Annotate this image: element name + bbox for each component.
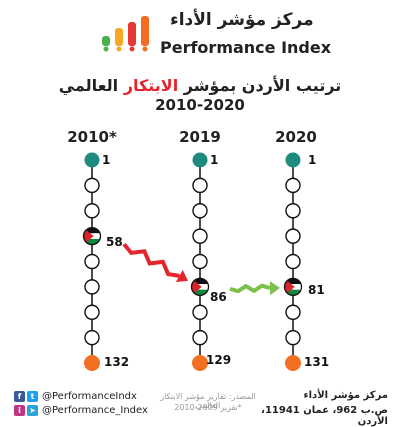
instagram-icon[interactable]: i xyxy=(14,405,25,416)
rank-node xyxy=(285,304,301,320)
twitter-icon[interactable]: t xyxy=(27,391,38,402)
brand-logo xyxy=(102,16,149,52)
rank-node xyxy=(285,203,301,219)
rank-node xyxy=(192,177,208,194)
jordan-rank-2010: 58 xyxy=(106,235,123,249)
bottom-rank-2010: 132 xyxy=(104,355,130,369)
rank-node xyxy=(84,279,100,295)
decline-arrow-body xyxy=(122,242,180,278)
jordan-rank-2019: 86 xyxy=(210,290,227,304)
rank-node xyxy=(192,203,208,219)
facebook-icon[interactable]: f xyxy=(14,391,25,402)
jordan-flag-1 xyxy=(190,277,210,297)
rank-node xyxy=(84,329,100,346)
rank-node xyxy=(84,304,100,320)
top-rank-dot xyxy=(84,152,100,168)
bottom-rank-dot xyxy=(285,355,301,371)
top-rank-dot xyxy=(192,152,208,168)
title-prefix: ترتيب الأردن بمؤشر xyxy=(178,76,342,95)
decline-arrow-head xyxy=(175,269,188,282)
title-suffix: العالمي xyxy=(58,76,124,95)
source-line-1: المصدر: تقارير مؤشر الابتكار العالمي xyxy=(160,392,256,410)
rank-node xyxy=(285,228,301,244)
telegram-icon[interactable]: ➤ xyxy=(27,405,38,416)
rank-node xyxy=(84,177,100,194)
improve-arrow-head xyxy=(269,281,280,296)
logo-bar-3 xyxy=(128,22,136,46)
rank-node xyxy=(192,253,208,270)
address-line-1: مركز مؤشر الأداء xyxy=(303,390,388,401)
page-subtitle: 2010-2020 xyxy=(155,96,245,114)
address-line-2: ص.ب 962، عمان 11941، الأردن xyxy=(261,405,388,427)
top-rank-dot xyxy=(285,152,301,168)
rank-node xyxy=(192,329,208,346)
page-title: ترتيب الأردن بمؤشر الابتكار العالمي xyxy=(0,76,400,95)
brand-name-ar: مركز مؤشر الأداء xyxy=(170,10,314,30)
jordan-flag-2 xyxy=(283,277,303,297)
year-label-2019: 2019 xyxy=(179,128,221,146)
logo-bar-4 xyxy=(141,16,149,46)
source-line-2: *تقرير 2009-2010 xyxy=(174,403,242,412)
rank-node xyxy=(285,329,301,346)
rank-node xyxy=(192,228,208,244)
year-label-2010: 2010* xyxy=(67,128,117,146)
top-rank-2010: 1 xyxy=(102,153,111,167)
improve-arrow-body xyxy=(229,283,271,294)
rank-node xyxy=(285,177,301,194)
social-row-1: f t @PerformanceIndx xyxy=(14,391,137,402)
rank-node xyxy=(285,253,301,270)
rank-node xyxy=(84,203,100,219)
top-rank-2020: 1 xyxy=(308,153,317,167)
top-rank-2019: 1 xyxy=(210,153,219,167)
year-label-2020: 2020 xyxy=(275,128,317,146)
brand-name-en: Performance Index xyxy=(160,38,332,57)
rank-node xyxy=(192,304,208,320)
bottom-rank-dot xyxy=(192,355,208,371)
social-row-2: i ➤ @Performance_Index xyxy=(14,405,148,416)
bottom-rank-2020: 131 xyxy=(304,355,330,369)
logo-bar-1 xyxy=(102,36,110,46)
bottom-rank-2019: 129 xyxy=(206,353,232,367)
jordan-flag-0 xyxy=(82,226,102,246)
rank-node xyxy=(84,253,100,270)
handle-performanceindx[interactable]: @PerformanceIndx xyxy=(42,391,137,402)
logo-bar-2 xyxy=(115,28,123,46)
handle-performance-index[interactable]: @Performance_Index xyxy=(42,405,148,416)
jordan-rank-2020: 81 xyxy=(308,283,325,297)
bottom-rank-dot xyxy=(84,355,100,371)
title-highlight: الابتكار xyxy=(123,76,179,95)
